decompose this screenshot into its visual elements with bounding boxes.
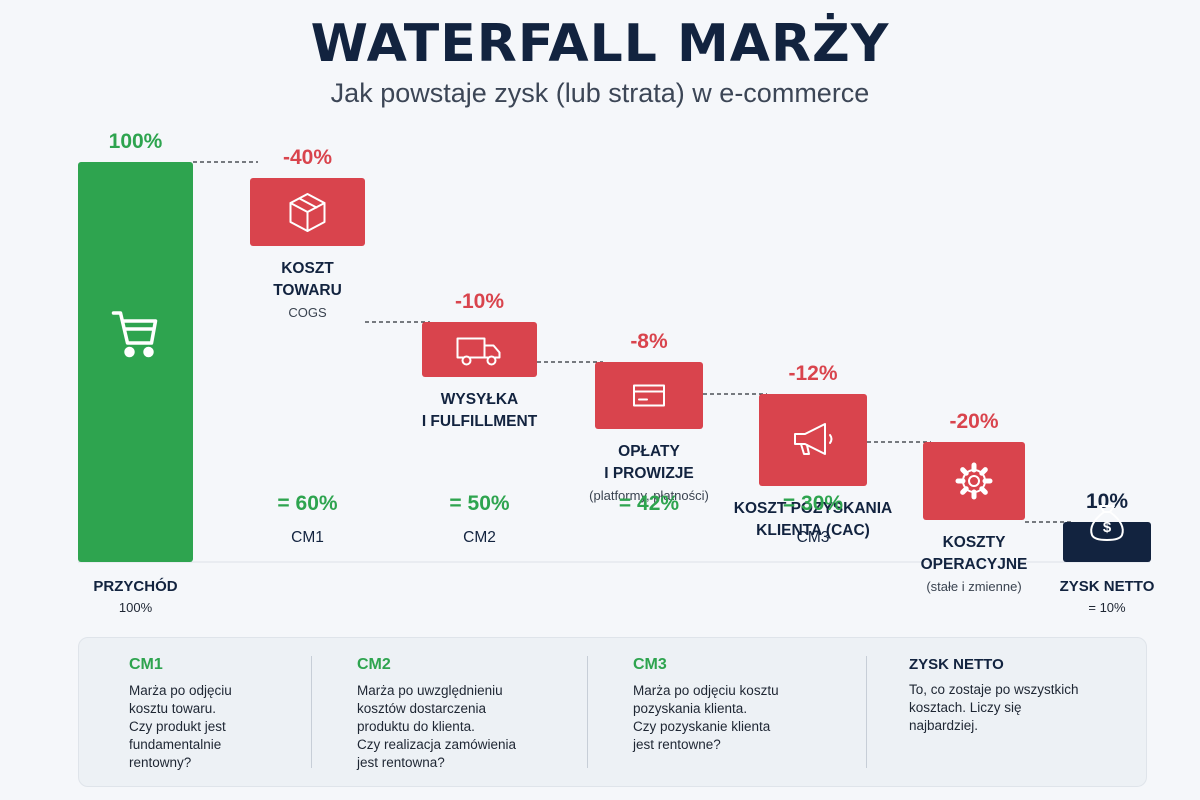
running-total: = 30%	[783, 492, 843, 515]
bar-total	[1063, 522, 1151, 562]
value-label: -20%	[949, 410, 998, 433]
category-sublabel: (stałe i zmienne)	[926, 579, 1021, 594]
bar-cost	[759, 394, 867, 486]
category-sublabel: COGS	[288, 305, 327, 320]
value-label: -8%	[630, 330, 668, 353]
legend-text: To, co zostaje po wszystkich kosztach. L…	[909, 682, 1079, 733]
cart-icon	[111, 311, 158, 358]
legend-item-cm3: CM3 Marża po odjęciu kosztu pozyskania k…	[633, 656, 853, 754]
category-sublabel: (platformy, płatności)	[589, 488, 709, 503]
bar-total	[78, 162, 193, 562]
bar-cost	[422, 322, 537, 377]
legend-text: Marża po uwzględnieniu kosztów dostarcze…	[357, 683, 517, 770]
legend-title: CM1	[129, 656, 163, 673]
category-sublabel: = 10%	[1088, 600, 1126, 615]
running-total: = 50%	[449, 492, 509, 515]
category-label: I PROWIZJE	[604, 465, 694, 482]
bar-cost	[595, 362, 703, 429]
money-bag-icon: $	[1090, 505, 1124, 541]
legend-text: Marża po odjęciu kosztu towaru. Czy prod…	[129, 683, 232, 770]
legend-title: CM2	[357, 656, 391, 673]
gear-icon	[955, 462, 993, 500]
category-label: OPERACYJNE	[921, 556, 1028, 573]
legend-divider	[587, 656, 588, 768]
value-label: -12%	[788, 362, 837, 385]
running-total: = 60%	[277, 492, 337, 515]
megaphone-icon	[794, 423, 833, 455]
legend-panel: CM1 Marża po odjęciu kosztu towaru. Czy …	[78, 637, 1147, 787]
box-icon	[289, 193, 326, 232]
page-title: WATERFALL MARŻY	[310, 14, 890, 74]
legend-title: ZYSK NETTO	[909, 656, 1004, 673]
category-label: ZYSK NETTO	[1060, 578, 1155, 595]
legend-divider	[866, 656, 867, 768]
category-label: KOSZT POZYSKANIA	[734, 500, 892, 517]
truck-icon	[456, 337, 501, 366]
running-total: = 42%	[619, 492, 679, 515]
bar-cost	[923, 442, 1025, 520]
margin-name: CM2	[463, 529, 496, 546]
category-label: PRZYCHÓD	[93, 577, 177, 595]
legend-text: Marża po odjęciu kosztu pozyskania klien…	[633, 683, 779, 752]
category-sublabel: 100%	[119, 600, 153, 615]
margin-name: CM3	[797, 529, 830, 546]
legend-title: CM3	[633, 656, 667, 673]
value-label: -40%	[283, 146, 332, 169]
legend-divider	[311, 656, 312, 768]
credit-card-icon	[633, 384, 665, 407]
category-label: KOSZT	[281, 260, 334, 277]
category-label: OPŁATY	[618, 443, 680, 460]
legend-item-cm1: CM1 Marża po odjęciu kosztu towaru. Czy …	[129, 656, 329, 772]
legend-item-cm2: CM2 Marża po uwzględnieniu kosztów dosta…	[357, 656, 577, 772]
category-label: KLIENTA (CAC)	[756, 522, 870, 539]
category-label: WYSYŁKA	[441, 391, 519, 408]
value-label: -10%	[455, 290, 504, 313]
svg-text:$: $	[1103, 519, 1112, 536]
margin-name: CM1	[291, 529, 324, 546]
category-label: TOWARU	[273, 282, 342, 299]
value-label: 10%	[1086, 490, 1128, 513]
category-label: KOSZTY	[943, 534, 1007, 551]
page-subtitle: Jak powstaje zysk (lub strata) w e-comme…	[330, 78, 870, 108]
legend-item-net: ZYSK NETTO To, co zostaje po wszystkich …	[909, 656, 1129, 735]
waterfall-chart: 100% PRZYCHÓD 100% -40% KOSZT TOWARU COGS = 60%…	[78, 130, 1155, 615]
category-label: I FULFILLMENT	[422, 413, 538, 430]
value-label: 100%	[109, 130, 163, 153]
